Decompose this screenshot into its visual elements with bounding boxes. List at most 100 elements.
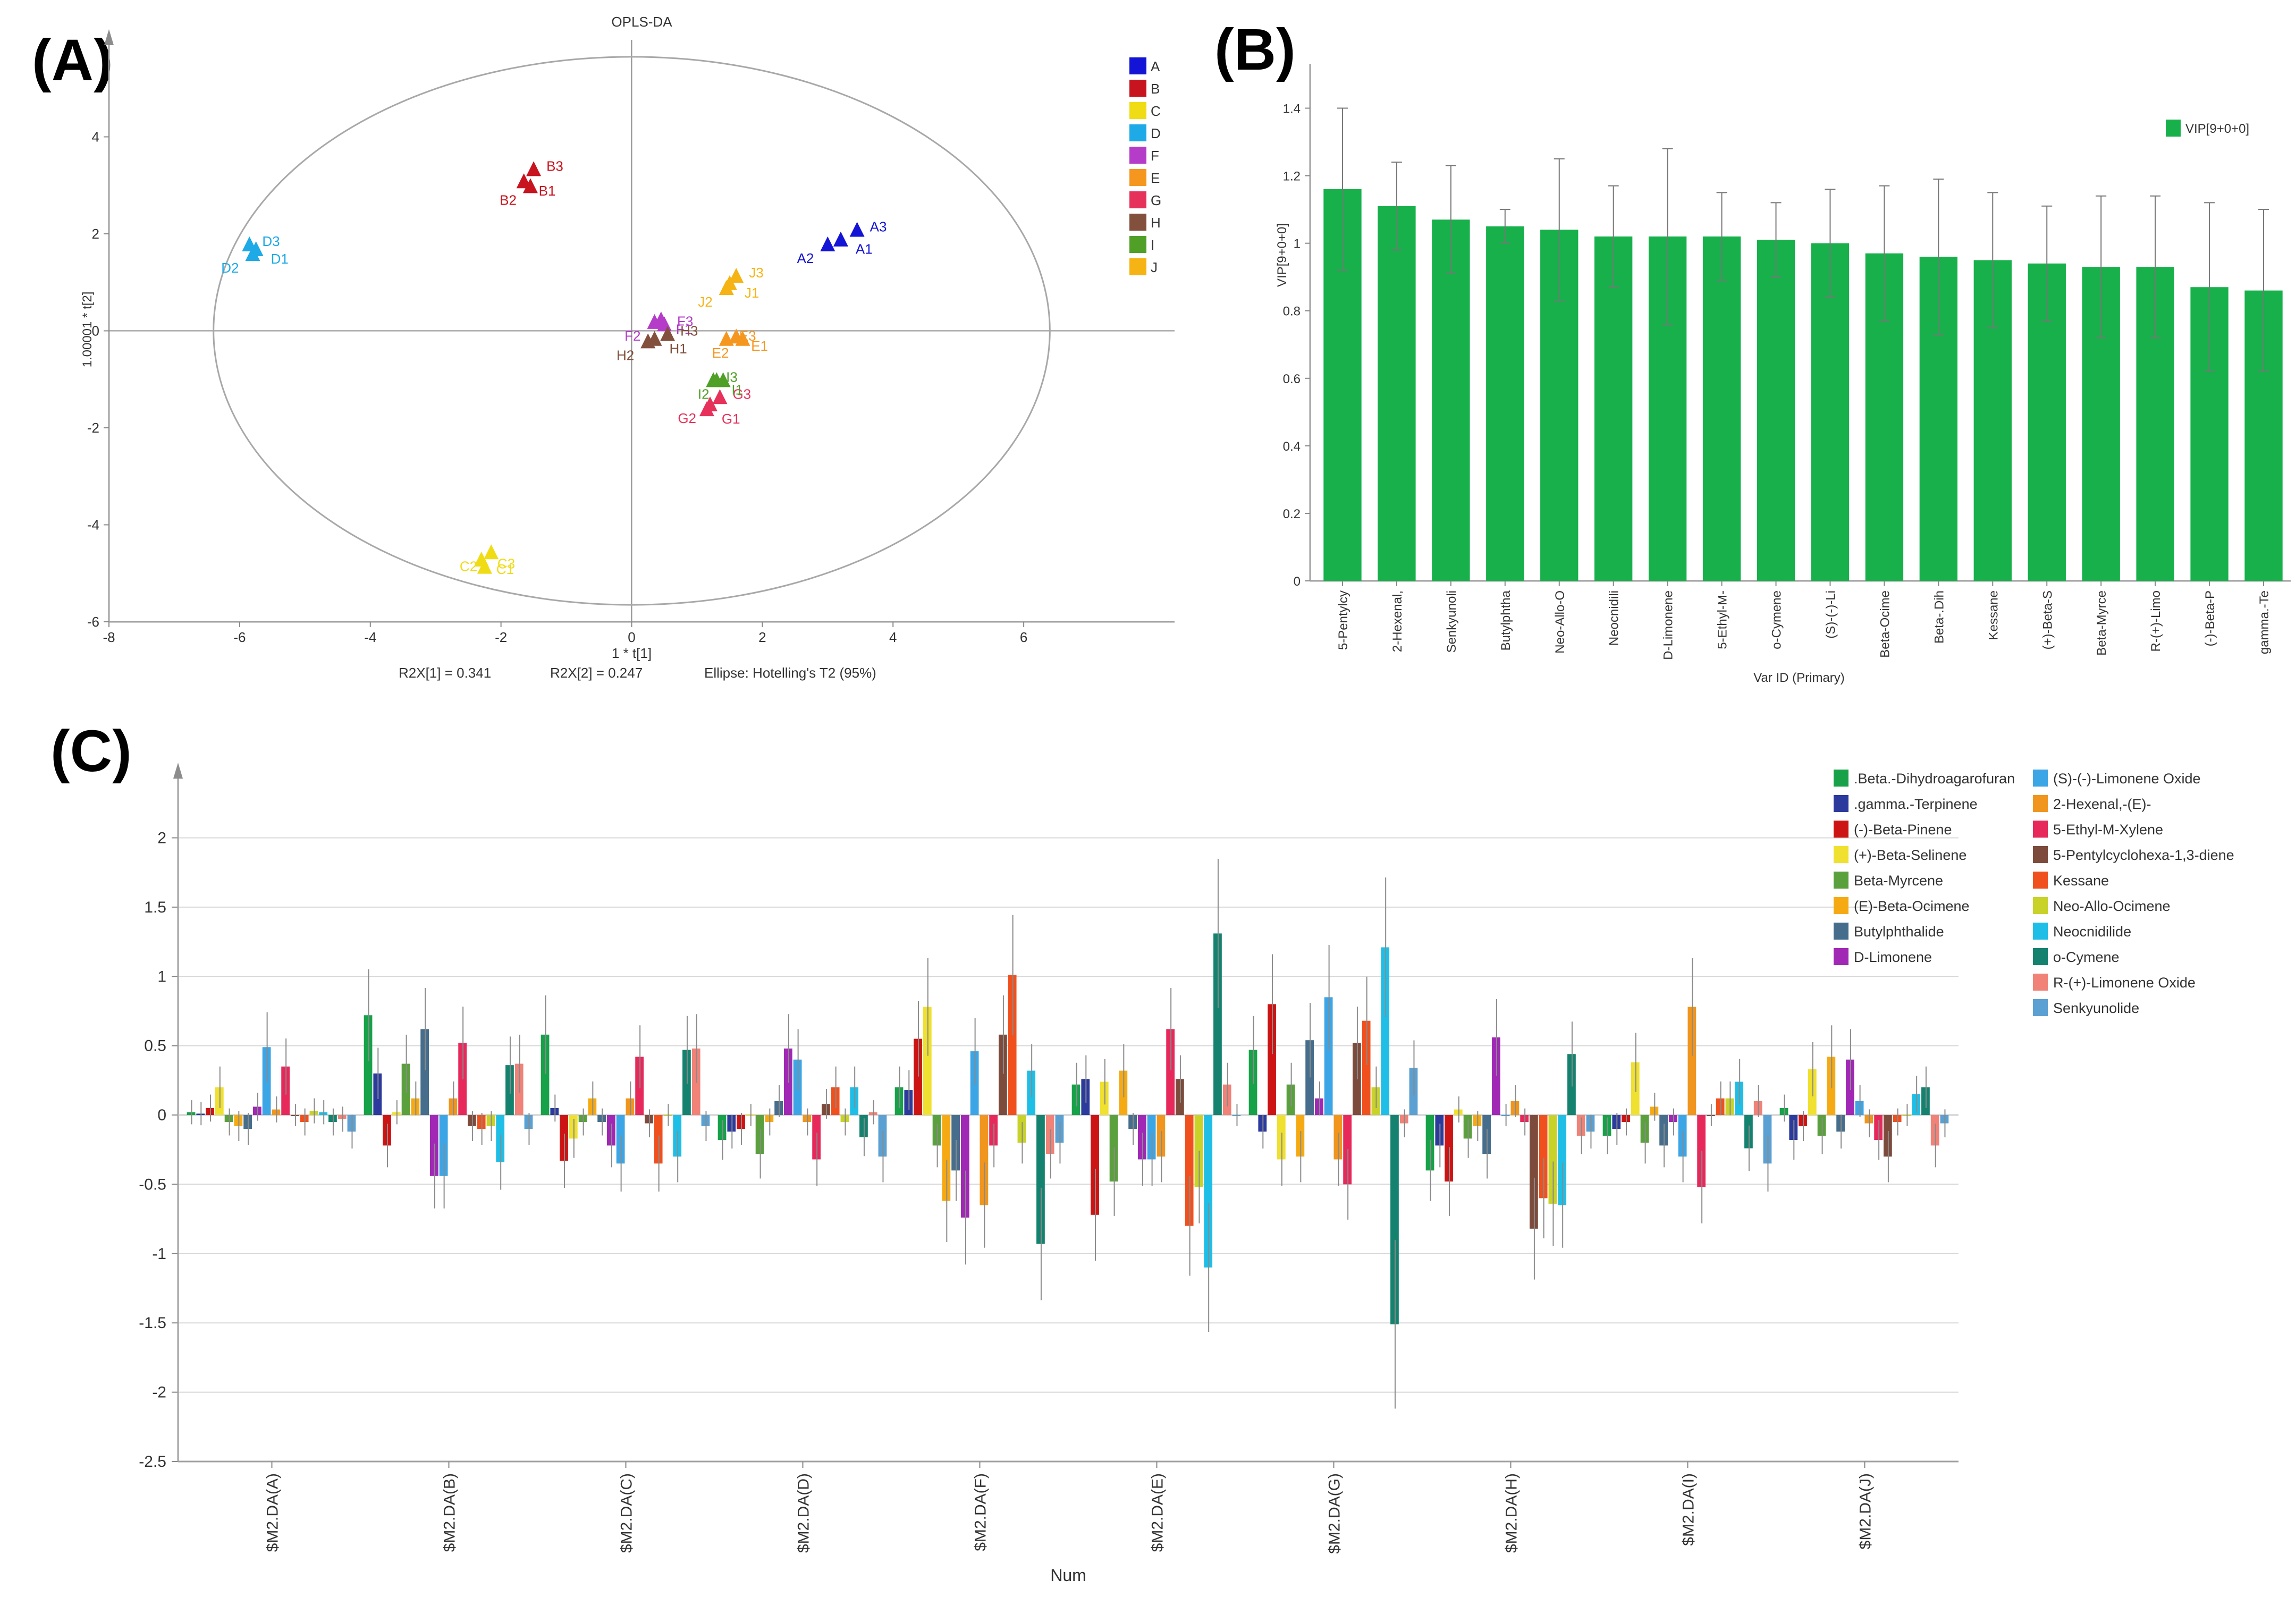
coef-bar-4-8 [970, 1051, 979, 1116]
score-label-I1: I1 [731, 382, 743, 398]
coef-bar-8-9 [1687, 1007, 1696, 1116]
score-label-B1: B1 [539, 183, 556, 199]
coef-bar-6-12 [1362, 1020, 1371, 1116]
vip-bar-3 [1486, 226, 1524, 581]
coef-bar-2-0 [541, 1034, 550, 1116]
coef-bar-9-16 [1930, 1115, 1939, 1146]
score-label-B2: B2 [500, 192, 517, 208]
coef-bar-2-13 [663, 1115, 672, 1117]
plot-c-legend-swatch-17 [2033, 999, 2048, 1016]
coef-bar-5-11 [1176, 1079, 1184, 1116]
score-label-I2: I2 [698, 386, 710, 402]
vip-category-label-15: R-(+)-Limo [2149, 590, 2163, 652]
vip-category-label-4: Neo-Allo-O [1553, 590, 1567, 654]
coef-bar-1-4 [401, 1063, 410, 1116]
plot-c-legend-label-7: D-Limonene [1854, 949, 1932, 965]
plot-b-y-tick-label: 0.6 [1283, 372, 1301, 386]
coef-bar-6-11 [1353, 1043, 1361, 1116]
plot-c-legend-swatch-0 [1834, 770, 1848, 787]
vip-bar-10 [1865, 253, 1904, 581]
vip-category-label-10: Beta-Ocime [1878, 590, 1892, 658]
coef-bar-9-3 [1808, 1069, 1817, 1116]
plot-c-y-tick-label: 2 [157, 829, 166, 847]
coef-bar-6-13 [1371, 1087, 1380, 1116]
plot-b-y-label: VIP[9+0+0] [1275, 223, 1289, 287]
coef-bar-1-3 [392, 1112, 401, 1116]
plot-c-legend-swatch-9 [2033, 795, 2048, 812]
plot-a-y-tick-label: 2 [92, 226, 99, 242]
coef-bar-3-15 [859, 1115, 868, 1137]
coef-bar-0-4 [224, 1115, 233, 1122]
score-label-B3: B3 [546, 158, 563, 174]
coef-bar-0-13 [309, 1111, 318, 1116]
coef-bar-5-17 [1232, 1115, 1241, 1117]
coef-bar-4-10 [989, 1115, 998, 1146]
plot-c-legend-swatch-3 [1834, 846, 1848, 863]
legend-swatch-H [1129, 214, 1146, 231]
vip-bar-9 [1811, 243, 1850, 581]
coef-bar-1-6 [420, 1029, 429, 1116]
legend-label-B: B [1151, 81, 1160, 97]
coef-bar-3-13 [840, 1115, 849, 1122]
coef-bar-7-11 [1530, 1115, 1538, 1229]
coef-category-label-8: $M2.DA(I) [1680, 1473, 1698, 1546]
plot-a-y-tick-label: 0 [92, 323, 99, 339]
coef-bar-7-5 [1473, 1115, 1482, 1126]
coef-bar-2-4 [578, 1115, 587, 1122]
score-label-I3: I3 [726, 369, 738, 385]
legend-swatch-J [1129, 258, 1146, 275]
coef-bar-5-14 [1204, 1115, 1213, 1268]
coef-bar-7-8 [1501, 1115, 1510, 1117]
plot-c-legend-swatch-4 [1834, 872, 1848, 889]
coef-bar-0-15 [328, 1115, 337, 1122]
coef-bar-4-13 [1017, 1115, 1026, 1143]
coef-bar-9-9 [1864, 1115, 1873, 1124]
plot-c-legend-swatch-16 [2033, 974, 2048, 991]
coef-bar-3-7 [783, 1048, 792, 1116]
coef-bar-0-3 [215, 1087, 224, 1116]
coef-bar-9-12 [1893, 1115, 1902, 1122]
coef-category-label-3: $M2.DA(D) [795, 1473, 813, 1553]
plot-b-y-tick-label: 1 [1294, 237, 1301, 251]
coef-bar-3-17 [878, 1115, 887, 1157]
coef-bar-8-5 [1650, 1106, 1659, 1116]
legend-swatch-C [1129, 102, 1146, 119]
score-point-H1 [647, 331, 662, 346]
coef-bar-2-7 [606, 1115, 615, 1146]
coef-bar-5-15 [1213, 933, 1222, 1116]
coef-bar-0-11 [291, 1115, 299, 1117]
coef-bar-6-6 [1305, 1040, 1314, 1116]
coef-category-label-5: $M2.DA(E) [1149, 1473, 1167, 1552]
coef-bar-1-11 [468, 1115, 476, 1126]
coef-category-label-6: $M2.DA(G) [1326, 1473, 1344, 1554]
coef-bar-8-15 [1744, 1115, 1753, 1148]
vip-category-label-6: D-Limonene [1661, 590, 1676, 660]
score-point-I1 [709, 372, 724, 387]
panel-a-label: (A) [32, 28, 113, 93]
coef-bar-9-2 [1799, 1115, 1807, 1126]
coef-bar-4-2 [914, 1038, 922, 1116]
plot-a-r2x1: R2X[1] = 0.341 [399, 665, 491, 681]
coef-bar-0-9 [272, 1109, 281, 1116]
coef-bar-5-1 [1081, 1079, 1090, 1116]
plot-c-legend-label-3: (+)-Beta-Selinene [1854, 847, 1966, 863]
score-label-H1: H1 [670, 341, 687, 357]
coef-bar-1-8 [439, 1115, 448, 1176]
plot-c-legend-label-0: .Beta.-Dihydroagarofuran [1854, 771, 2015, 787]
score-label-A1: A1 [856, 241, 873, 257]
coef-bar-8-8 [1678, 1115, 1687, 1157]
coef-bar-9-7 [1845, 1059, 1854, 1116]
coef-bar-4-7 [960, 1115, 969, 1218]
coef-bar-2-5 [588, 1098, 597, 1116]
plot-c-legend-label-15: o-Cymene [2053, 949, 2120, 965]
coef-category-label-2: $M2.DA(C) [618, 1473, 636, 1553]
coef-bar-4-0 [894, 1087, 904, 1116]
coef-bar-7-1 [1435, 1115, 1444, 1146]
plot-c-legend-label-9: 2-Hexenal,-(E)- [2053, 796, 2151, 812]
plot-b-y-tick-label: 1.2 [1283, 170, 1301, 184]
coef-bar-0-14 [319, 1112, 328, 1116]
coef-bar-9-11 [1884, 1115, 1892, 1157]
plot-c-legend-label-6: Butylphthalide [1854, 924, 1944, 940]
score-point-J1 [722, 275, 737, 290]
coef-bar-6-2 [1268, 1004, 1276, 1116]
